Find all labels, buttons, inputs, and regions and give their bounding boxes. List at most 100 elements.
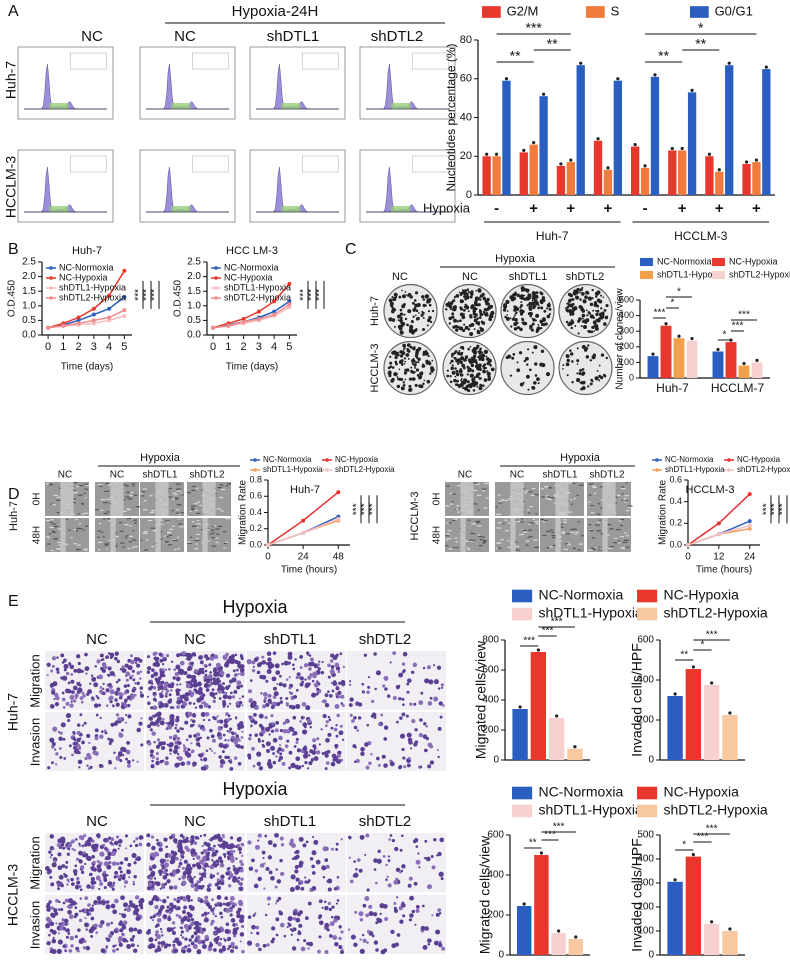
stained-cell: [387, 855, 390, 858]
stained-cell: [155, 930, 159, 934]
stained-cell: [152, 914, 156, 919]
stained-cell: [272, 686, 277, 691]
stained-cell: [96, 902, 99, 905]
stained-cell: [276, 751, 280, 754]
stained-cell: [330, 915, 334, 919]
cell-texture: [599, 486, 604, 488]
stained-cell: [266, 761, 272, 767]
stained-cell: [229, 849, 234, 854]
stained-cell: [235, 716, 238, 719]
flow-s-phase: [49, 103, 69, 109]
stained-cell: [234, 659, 239, 665]
colony: [405, 293, 408, 296]
flow-s-phase: [281, 206, 301, 212]
stained-cell: [279, 728, 284, 733]
stained-cell: [219, 937, 223, 941]
stained-cell: [154, 938, 158, 942]
cell-texture: [445, 504, 448, 507]
stained-cell: [175, 676, 181, 682]
y-axis-label: Migration Rate: [658, 480, 669, 545]
stained-cell: [118, 696, 123, 700]
stained-cell: [327, 901, 331, 906]
stained-cell: [54, 702, 60, 707]
stained-cell: [253, 703, 257, 707]
stained-cell: [160, 905, 165, 910]
stained-cell: [56, 670, 60, 674]
cell-texture: [475, 483, 480, 485]
stained-cell: [350, 934, 356, 940]
colony: [445, 308, 448, 311]
cell-texture: [217, 525, 223, 528]
cell-texture: [124, 537, 128, 539]
colony: [451, 370, 456, 375]
colony: [530, 305, 533, 308]
colony: [530, 328, 534, 332]
colony: [403, 362, 406, 365]
stained-cell: [239, 859, 243, 864]
stained-cell: [389, 761, 395, 767]
stained-cell: [190, 843, 193, 846]
stained-cell: [175, 939, 180, 944]
stained-cell: [272, 651, 277, 655]
colony: [571, 380, 574, 384]
stained-cell: [367, 676, 371, 679]
y-tick-label: 0: [493, 755, 499, 766]
colony: [404, 360, 407, 363]
stained-cell: [256, 761, 262, 767]
stained-cell: [226, 705, 230, 708]
data-point: [241, 319, 246, 324]
stained-cell: [155, 660, 159, 665]
cell-texture: [83, 549, 88, 551]
stained-cell: [216, 885, 222, 890]
colony: [510, 325, 513, 328]
stained-cell: [359, 938, 362, 941]
significance-label: **: [529, 838, 537, 849]
cell-texture: [120, 542, 125, 544]
colony: [478, 358, 482, 361]
stained-cell: [151, 682, 154, 685]
scratch-gap: [602, 482, 616, 516]
y-tick-label: 0.8: [249, 474, 262, 484]
colony: [579, 288, 583, 292]
stained-cell: [216, 928, 222, 934]
stained-cell: [399, 919, 404, 924]
stained-cell: [370, 753, 373, 756]
stained-cell: [76, 744, 81, 749]
colony: [397, 353, 400, 357]
colony: [539, 319, 543, 323]
colony: [387, 370, 392, 376]
colony: [413, 299, 417, 302]
cell-texture: [101, 531, 104, 533]
colony: [400, 359, 404, 363]
stained-cell: [203, 654, 209, 659]
stained-cell: [126, 907, 132, 913]
stained-cell: [201, 727, 206, 732]
stained-cell: [213, 667, 217, 671]
colony: [456, 325, 459, 329]
stained-cell: [414, 740, 419, 744]
stained-cell: [219, 686, 225, 692]
stained-cell: [411, 719, 416, 724]
colony: [408, 384, 412, 388]
stained-cell: [177, 864, 181, 869]
stained-cell: [358, 868, 363, 873]
stained-cell: [78, 835, 84, 840]
stained-cell: [359, 912, 363, 915]
cell-texture: [50, 503, 53, 505]
stained-cell: [274, 832, 279, 838]
cell-texture: [131, 483, 136, 485]
stained-cell: [211, 836, 216, 840]
stained-cell: [237, 761, 242, 766]
cell-texture: [187, 491, 191, 494]
stained-cell: [198, 872, 202, 876]
stained-cell: [156, 947, 160, 951]
stained-cell: [139, 686, 144, 690]
cell-texture: [180, 493, 183, 495]
cell-texture: [474, 482, 478, 484]
stained-cell: [67, 909, 72, 915]
stained-cell: [181, 936, 185, 939]
colony: [526, 290, 529, 293]
stained-cell: [261, 850, 266, 855]
stained-cell: [282, 721, 286, 725]
stained-cell: [81, 724, 85, 727]
